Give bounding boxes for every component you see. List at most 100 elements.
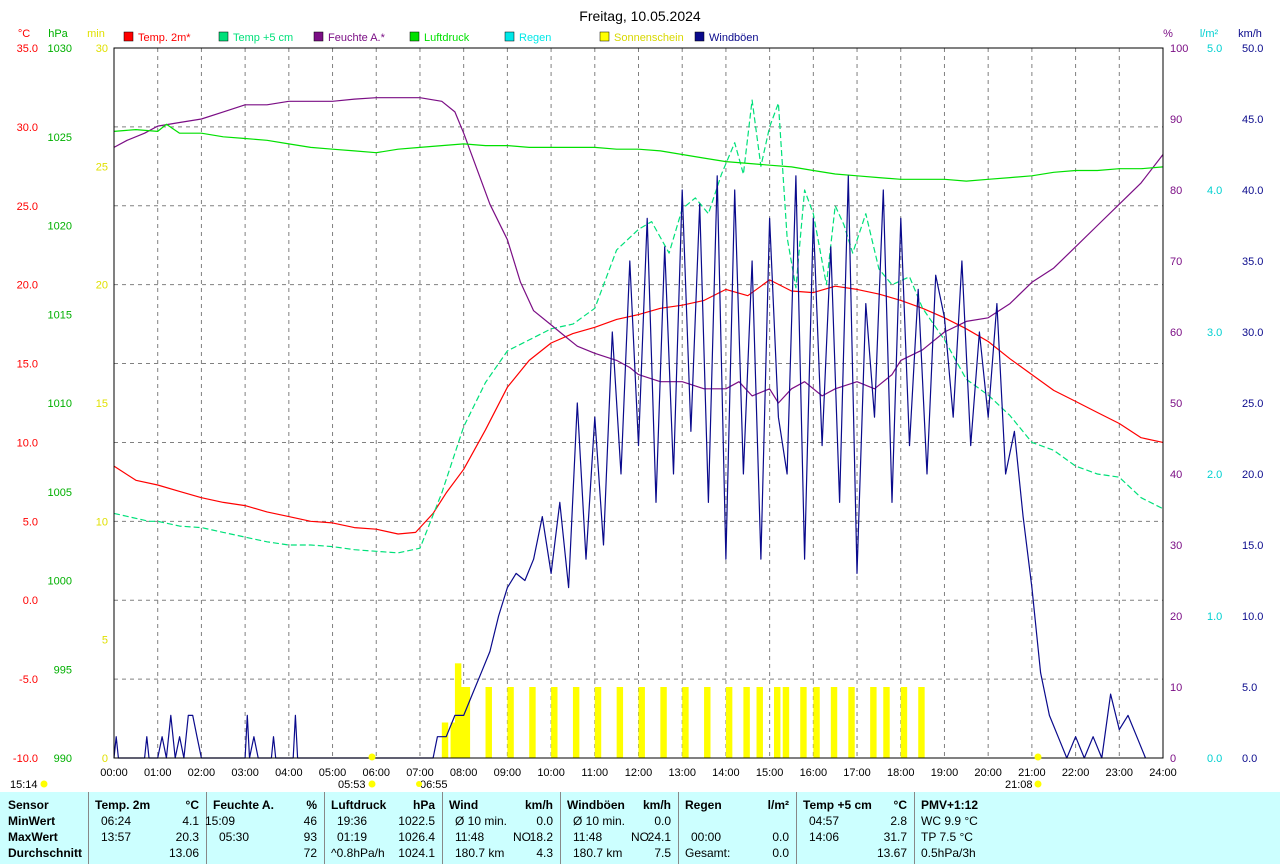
y-tick-wind: 10.0 [1242, 611, 1263, 623]
wind-header: Wind [449, 798, 479, 812]
axis-unit-humidity: % [1163, 28, 1173, 40]
x-tick-label: 09:00 [494, 767, 522, 779]
sunshine-bar [441, 722, 449, 758]
y-tick-pressure: 995 [54, 664, 72, 676]
x-tick-label: 22:00 [1062, 767, 1090, 779]
y-tick-humidity: 80 [1170, 185, 1182, 197]
row-label-avg: Durchschnitt [8, 846, 83, 860]
wind-max-dir: NO [513, 830, 531, 844]
rain-header: Regen [685, 798, 722, 812]
pressure-trend: ^0.8hPa/h [331, 846, 385, 860]
row-label-sensor: Sensor [8, 798, 49, 812]
sunshine-bar [572, 687, 580, 758]
sunshine-bar [848, 687, 855, 758]
temp2m-header: Temp. 2m [95, 798, 151, 812]
gust-distance: 180.7 km [573, 846, 623, 860]
series-line-humidity [113, 97, 1164, 404]
legend: Temp. 2m* Temp +5 cm Feuchte A.* Luftdruck R… [123, 31, 759, 44]
legend-swatch [409, 31, 420, 42]
x-tick-label: 24:00 [1149, 767, 1177, 779]
axis-unit-rain: l/m² [1200, 28, 1219, 40]
pressure-min-time: 19:36 [337, 814, 368, 828]
legend-swatch [504, 31, 515, 42]
temp5cm-min: 2.8 [890, 814, 907, 828]
sunshine-bar [459, 687, 466, 758]
sunshine-bar [918, 687, 925, 758]
legend-label: Temp. 2m* [138, 32, 191, 44]
y-tick-sunshine: 10 [96, 516, 108, 528]
temp2m-max-time: 13:57 [101, 830, 132, 844]
wind-unit: km/h [524, 798, 553, 812]
legend-label: Sonnenschein [614, 32, 684, 44]
x-tick-label: 08:00 [450, 767, 478, 779]
sunshine-bar [883, 687, 890, 758]
sunshine-bar [638, 687, 645, 758]
y-tick-rain: 2.0 [1207, 469, 1222, 481]
rain-total-label: Gesamt: [685, 846, 731, 860]
y-tick-sunshine: 20 [96, 280, 108, 292]
pressure-header: Luftdruck [331, 798, 387, 812]
sunshine-bar [551, 687, 558, 758]
x-tick-label: 19:00 [931, 767, 959, 779]
pressure-avg: 1024.1 [398, 846, 435, 860]
legend-swatch [218, 31, 229, 42]
x-tick-label: 06:00 [362, 767, 390, 779]
pressure-max-time: 01:19 [337, 830, 368, 844]
event-marker-time: 06:55 [420, 779, 448, 791]
data-lines [113, 97, 1164, 759]
sunshine-bar [594, 687, 602, 758]
temp2m-avg: 13.06 [168, 846, 199, 860]
legend-label: Luftdruck [424, 32, 470, 44]
col-temp5cm: Temp +5 cm °C 04:57 2.8 14:06 31.7 13.67 [796, 792, 915, 864]
sunset-icon [1034, 780, 1042, 788]
sunshine-bar [450, 722, 457, 758]
col-temp2m: Temp. 2m °C 06:24 4.1 13:57 20.3 13.06 [88, 792, 207, 864]
rain-max: 0.0 [772, 830, 789, 844]
pressure-min: 1022.5 [398, 814, 435, 828]
x-tick-label: 00:00 [100, 767, 128, 779]
legend-label: Regen [519, 32, 551, 44]
sunshine-bar [616, 687, 624, 758]
gust-avg: 7.5 [654, 846, 671, 860]
temp2m-min-time: 06:24 [101, 814, 132, 828]
temp5cm-unit: °C [893, 798, 907, 812]
wind-avg: 4.3 [536, 846, 553, 860]
event-marker-icon [416, 781, 422, 787]
y-tick-pressure: 1005 [48, 487, 72, 499]
y-tick-humidity: 90 [1170, 114, 1182, 126]
legend-swatch [599, 31, 610, 42]
col-rain: Regen l/m² 00:00 0.0 Gesamt: 0.0 [678, 792, 797, 864]
temp5cm-min-time: 04:57 [809, 814, 840, 828]
y-tick-wind: 5.0 [1242, 682, 1257, 694]
sunshine-bar [870, 687, 877, 758]
y-tick-pressure: 1020 [48, 221, 72, 233]
y-tick-pressure: 1025 [48, 132, 72, 144]
y-tick-humidity: 40 [1170, 469, 1182, 481]
pmv-pressure-trend: 0.5hPa/3h [921, 846, 976, 860]
series-line-wind [113, 175, 1147, 759]
sun-events: 15:14 05:53 06:55 21:08 [10, 753, 1042, 791]
x-tick-label: 23:00 [1106, 767, 1134, 779]
y-tick-temp: 5.0 [23, 516, 38, 528]
wind-max: 18.2 [529, 830, 553, 844]
chart-title: Freitag, 10.05.2024 [579, 8, 701, 24]
statistics-table: Sensor MinWert MaxWert Durchschnitt Temp… [0, 792, 1280, 864]
humidity-min: 46 [303, 814, 317, 828]
x-tick-label: 01:00 [144, 767, 172, 779]
y-tick-temp: 0.0 [23, 595, 38, 607]
y-tick-pressure: 1030 [48, 43, 72, 55]
y-tick-humidity: 60 [1170, 327, 1182, 339]
humidity-min-time: 15:09 [205, 814, 236, 828]
y-tick-rain: 3.0 [1207, 327, 1222, 339]
wind-min-label: Ø 10 min. [455, 814, 508, 828]
legend-label: Feuchte A.* [328, 32, 386, 44]
humidity-max: 93 [303, 830, 317, 844]
x-tick-label: 14:00 [712, 767, 740, 779]
y-tick-wind: 25.0 [1242, 398, 1263, 410]
row-label-min: MinWert [8, 814, 56, 828]
y-tick-rain: 0.0 [1207, 753, 1222, 765]
legend-label: Temp +5 cm [233, 32, 293, 44]
x-tick-label: 05:00 [319, 767, 347, 779]
row-label-max: MaxWert [8, 830, 58, 844]
humidity-header: Feuchte A. [213, 798, 274, 812]
